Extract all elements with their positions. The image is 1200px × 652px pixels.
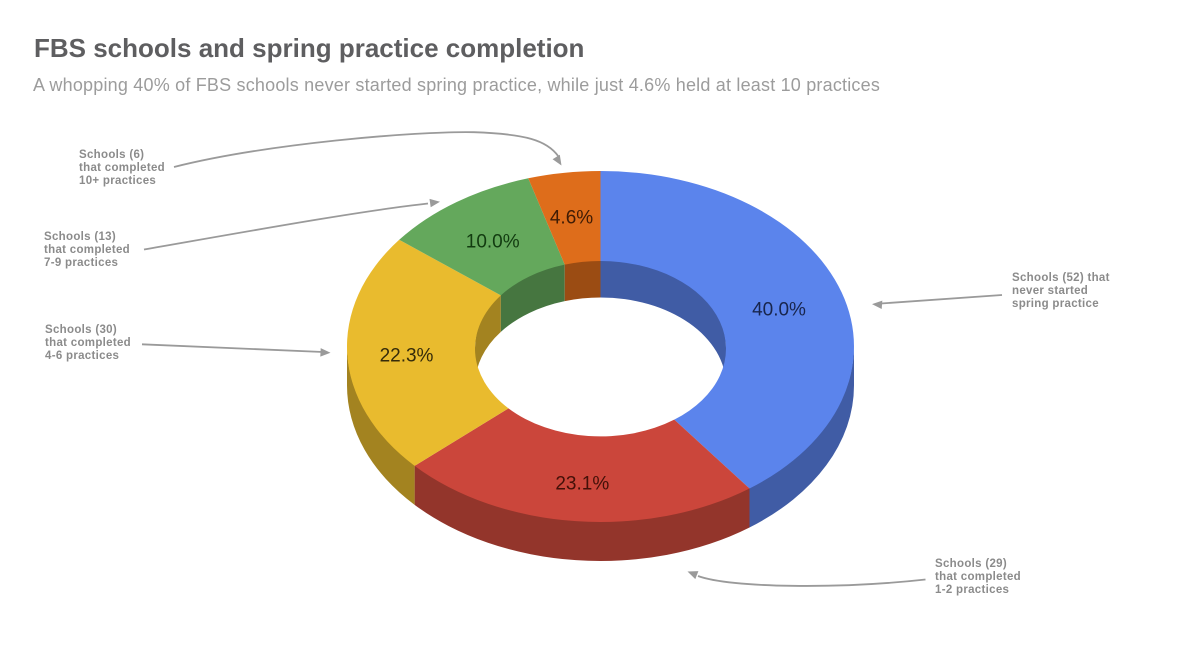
svg-text:4.6%: 4.6% [550,208,593,229]
svg-text:10.0%: 10.0% [466,231,520,252]
svg-text:22.3%: 22.3% [380,346,434,367]
svg-text:23.1%: 23.1% [555,474,609,495]
svg-text:40.0%: 40.0% [752,299,806,320]
